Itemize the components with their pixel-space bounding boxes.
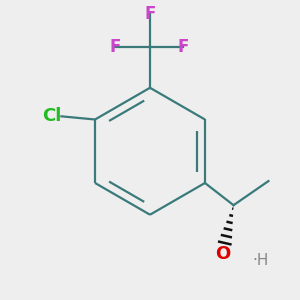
Text: ·H: ·H: [253, 253, 269, 268]
Text: O: O: [215, 245, 230, 263]
Text: Cl: Cl: [42, 107, 62, 125]
Text: F: F: [110, 38, 121, 56]
Text: F: F: [144, 4, 156, 22]
Text: F: F: [177, 38, 189, 56]
